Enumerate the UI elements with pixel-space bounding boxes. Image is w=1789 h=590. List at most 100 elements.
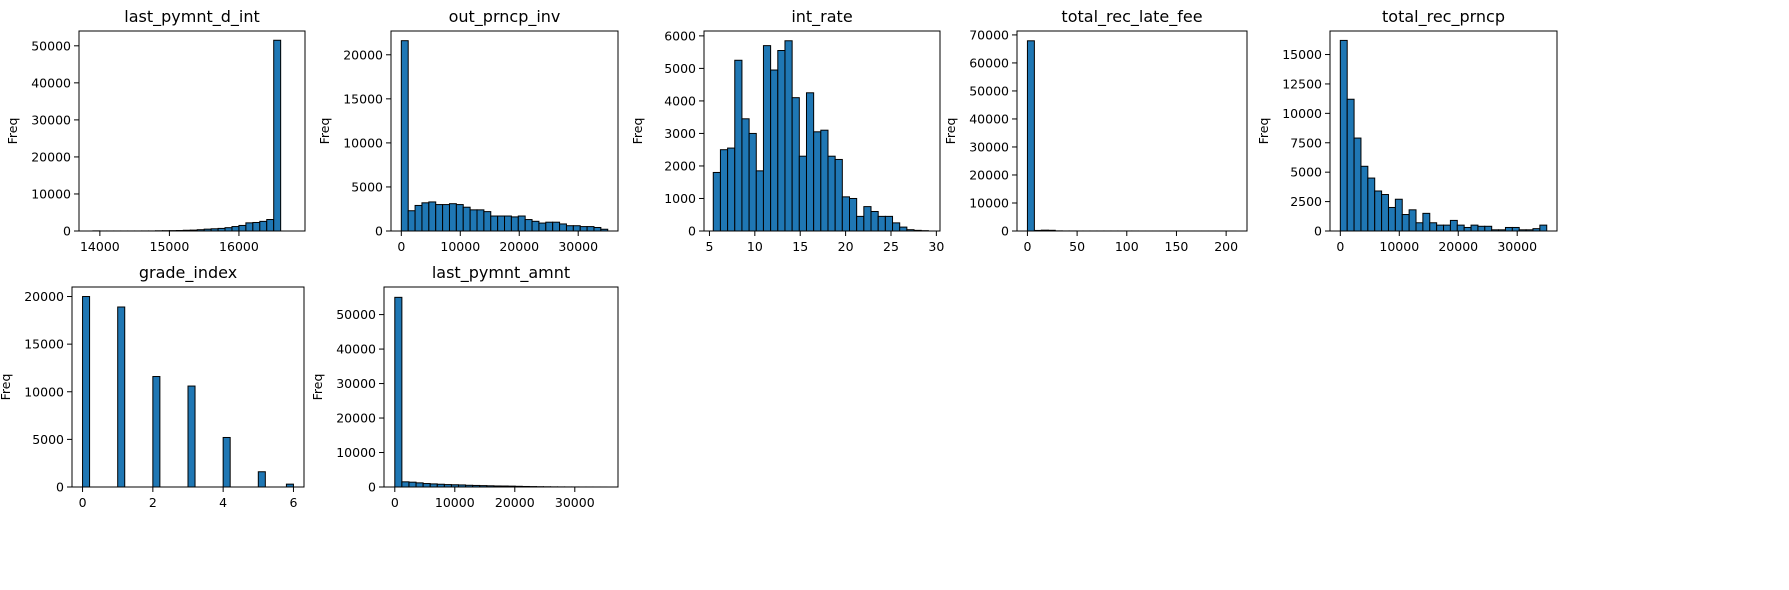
- axes-frame: [1329, 30, 1558, 232]
- histogram-bar: [435, 204, 444, 232]
- histogram-bar: [1422, 212, 1431, 232]
- histogram-bar: [805, 92, 815, 232]
- histogram-bar: [791, 97, 800, 232]
- histogram-bar: [741, 118, 750, 232]
- y-tick-label: 20000: [24, 289, 64, 304]
- x-tick-label: 10000: [435, 495, 475, 510]
- x-tick-label: 30000: [558, 239, 598, 254]
- histogram-bar: [1477, 225, 1486, 232]
- histogram-bar: [531, 220, 540, 232]
- histogram-bar: [1429, 222, 1438, 232]
- histogram-bar: [1381, 194, 1389, 232]
- histogram-bar: [719, 149, 729, 232]
- x-tick-label: 30: [928, 239, 944, 254]
- x-tick-label: 20: [838, 239, 854, 254]
- histogram-bar: [273, 39, 282, 232]
- histogram-bar: [1463, 226, 1472, 232]
- x-tick-label: 6: [289, 495, 297, 510]
- histogram-bar: [421, 202, 430, 232]
- x-tick-label: 5: [705, 239, 713, 254]
- y-tick-label: 1000: [664, 191, 696, 206]
- subplot-4: 0 50 100 150 200 0 10000 20000 30000 40000 50000 60…: [943, 7, 1248, 254]
- y-axis-label: Freq: [317, 118, 332, 145]
- histogram-bar: [394, 296, 403, 488]
- histogram-bar: [755, 170, 764, 232]
- subplot-title: last_pymnt_d_int: [124, 7, 260, 27]
- x-tick-label: 30000: [1497, 239, 1537, 254]
- y-tick-label: 2500: [1290, 194, 1322, 209]
- histogram-bar: [712, 171, 721, 232]
- y-tick-label: 30000: [336, 376, 376, 391]
- histogram-bar: [1415, 222, 1424, 232]
- histogram-bar: [401, 481, 410, 488]
- histogram-bar: [428, 201, 437, 232]
- subplot-title: total_rec_late_fee: [1061, 7, 1202, 27]
- histogram-bar: [572, 225, 581, 232]
- x-tick-label: 20000: [495, 495, 535, 510]
- histogram-bar: [442, 204, 450, 232]
- histogram-bar: [899, 226, 908, 232]
- y-tick-label: 4000: [664, 93, 696, 108]
- y-tick-label: 5000: [664, 61, 696, 76]
- histogram-bar: [1026, 40, 1035, 232]
- y-tick-label: 10000: [336, 445, 376, 460]
- histogram-bar: [877, 215, 886, 232]
- y-tick-label: 0: [368, 480, 376, 495]
- x-tick-label: 50: [1069, 239, 1085, 254]
- histogram-bar: [1504, 226, 1513, 232]
- histogram-bar: [559, 223, 567, 232]
- histogram-bar: [813, 131, 822, 232]
- histogram-bar: [870, 210, 879, 232]
- histogram-bar: [884, 215, 894, 232]
- y-tick-label: 0: [1001, 224, 1009, 239]
- y-tick-label: 15000: [24, 337, 64, 352]
- histogram-bar: [400, 40, 409, 232]
- axes-frame: [78, 30, 306, 232]
- y-tick-label: 15000: [1282, 47, 1322, 62]
- histogram-bar: [415, 482, 424, 488]
- histogram-bar: [586, 226, 595, 232]
- y-tick-label: 30000: [969, 139, 1009, 154]
- histogram-bar: [117, 306, 126, 488]
- histogram-bar: [1374, 190, 1383, 232]
- y-tick-label: 5000: [351, 179, 383, 194]
- subplot-2: 0 10000 20000 30000 0 5000 10000 15000 20000 out_…: [317, 7, 619, 254]
- histogram-bar: [579, 226, 588, 232]
- y-axis-label: Freq: [943, 118, 958, 145]
- histogram-bar: [259, 220, 268, 232]
- x-tick-label: 10000: [1379, 239, 1419, 254]
- x-tick-label: 0: [397, 239, 405, 254]
- subplot-7: 0 10000 20000 30000 0 10000 20000 30000 40000 500…: [310, 263, 619, 510]
- y-tick-label: 10000: [31, 186, 71, 201]
- histogram-bar: [187, 385, 196, 488]
- histogram-bar: [545, 221, 554, 232]
- histogram-bar: [408, 481, 417, 488]
- histogram-bar: [762, 45, 772, 232]
- histogram-bar: [727, 147, 736, 232]
- y-tick-label: 3000: [664, 126, 696, 141]
- histogram-bar: [593, 226, 602, 232]
- histogram-bar: [849, 197, 858, 232]
- y-tick-label: 6000: [664, 28, 696, 43]
- x-tick-label: 30000: [555, 495, 595, 510]
- histogram-bar: [798, 155, 807, 232]
- histogram-bar: [834, 158, 843, 232]
- histogram-bar: [1484, 225, 1493, 232]
- y-tick-label: 40000: [969, 111, 1009, 126]
- histogram-bar: [1470, 224, 1479, 232]
- y-tick-label: 20000: [343, 47, 383, 62]
- histogram-bar: [1353, 137, 1362, 232]
- y-tick-label: 20000: [969, 167, 1009, 182]
- y-tick-label: 50000: [969, 83, 1009, 98]
- y-tick-label: 10000: [24, 384, 64, 399]
- y-tick-label: 30000: [31, 112, 71, 127]
- histogram-bar: [422, 483, 431, 488]
- x-tick-label: 0: [1023, 239, 1031, 254]
- histogram-bar: [490, 215, 499, 232]
- x-tick-label: 25: [883, 239, 899, 254]
- axes-frame: [390, 30, 619, 232]
- histogram-bar: [1408, 209, 1417, 232]
- histogram-bar: [524, 219, 533, 232]
- y-tick-label: 0: [375, 224, 383, 239]
